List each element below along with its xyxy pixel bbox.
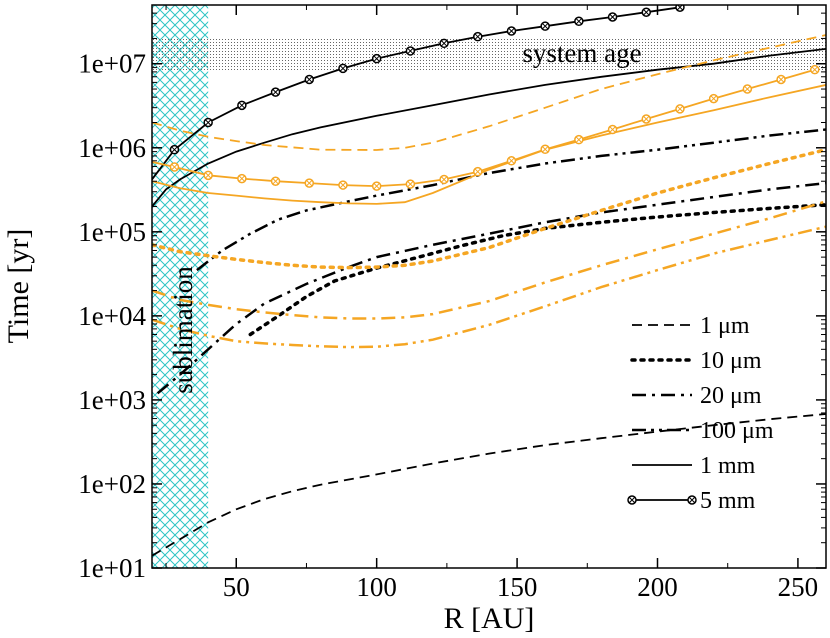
legend-entry-5-mm: 5 mm xyxy=(627,488,756,514)
data-point-orange-5-mm xyxy=(405,179,416,189)
x-tick-label: 50 xyxy=(223,572,250,602)
data-point-orange-5-mm xyxy=(270,176,281,186)
data-point-orange-5-mm xyxy=(540,144,550,155)
sublimation-label: sublimation xyxy=(168,266,198,394)
data-point-5-mm xyxy=(371,53,382,64)
data-point-orange-5-mm xyxy=(338,180,348,190)
data-point-5-mm xyxy=(439,38,449,49)
data-point-5-mm xyxy=(607,12,618,22)
x-tick-label: 100 xyxy=(356,572,397,602)
data-point-orange-5-mm xyxy=(169,162,180,172)
y-tick-label: 1e+04 xyxy=(78,301,146,331)
data-point-5-mm xyxy=(506,26,517,36)
data-point-orange-5-mm xyxy=(506,156,517,166)
x-tick-label: 150 xyxy=(497,572,538,602)
series-line-10-um xyxy=(248,202,826,337)
data-point-orange-5-mm xyxy=(439,174,449,185)
series-line-orange-1-mm xyxy=(152,84,826,205)
system-age-band xyxy=(152,38,826,72)
legend-entry-1-mm: 1 mm xyxy=(632,453,756,479)
data-point-orange-5-mm xyxy=(675,104,685,114)
y-tick-label: 1e+01 xyxy=(78,553,146,583)
legend-entry-10-um: 10 μm xyxy=(630,348,762,374)
data-point-orange-5-mm xyxy=(304,178,315,188)
legend-entry-1-um: 1 μm xyxy=(632,313,750,339)
data-point-5-mm xyxy=(338,63,348,74)
y-tick-label: 1e+06 xyxy=(78,133,146,163)
data-point-5-mm xyxy=(473,31,483,42)
x-tick-label: 250 xyxy=(778,572,819,602)
legend-entry-20-um: 20 μm xyxy=(632,383,762,409)
data-point-5-mm xyxy=(405,46,416,56)
data-point-orange-5-mm xyxy=(574,134,584,145)
data-point-orange-5-mm xyxy=(237,173,247,184)
series-line-1-um xyxy=(152,413,826,557)
y-tick-label: 1e+07 xyxy=(78,49,146,79)
data-point-5-mm xyxy=(304,74,315,85)
series-line-orange-20-um xyxy=(152,200,826,320)
data-point-orange-5-mm xyxy=(742,84,753,94)
y-axis-label: Time [yr] xyxy=(2,229,35,344)
data-point-5-mm xyxy=(270,87,281,97)
series-line-100-um xyxy=(196,128,826,272)
legend-label: 5 mm xyxy=(700,488,756,514)
data-point-orange-5-mm xyxy=(607,124,618,135)
legend-marker xyxy=(687,495,697,505)
legend-label: 10 μm xyxy=(700,348,762,374)
legend-label: 20 μm xyxy=(700,383,762,409)
y-tick-label: 1e+02 xyxy=(78,469,146,499)
series-line-orange-100-um xyxy=(152,225,826,349)
legend-label: 1 μm xyxy=(700,313,750,339)
x-tick-label: 200 xyxy=(637,572,678,602)
series-line-orange-1-um xyxy=(152,34,826,151)
sublimation-region xyxy=(152,5,209,568)
data-point-5-mm xyxy=(641,7,652,17)
data-point-orange-5-mm xyxy=(203,170,213,181)
data-point-5-mm xyxy=(574,16,584,27)
y-tick-label: 1e+05 xyxy=(78,217,146,247)
data-point-orange-5-mm xyxy=(473,166,483,177)
data-point-orange-5-mm xyxy=(776,74,786,85)
data-point-5-mm xyxy=(169,144,180,155)
legend-label: 100 μm xyxy=(700,418,774,444)
y-tick-label: 1e+03 xyxy=(78,385,146,415)
legend-marker xyxy=(627,495,637,505)
legend-label: 1 mm xyxy=(700,453,756,479)
data-point-orange-5-mm xyxy=(641,114,652,124)
data-point-orange-5-mm xyxy=(708,93,719,104)
system-age-label: system age xyxy=(522,38,641,68)
series-line-orange-10-um xyxy=(152,147,826,270)
series-line-1-mm xyxy=(152,48,826,208)
data-point-orange-5-mm xyxy=(810,64,820,75)
data-point-5-mm xyxy=(237,100,247,111)
legend-entry-100-um: 100 μm xyxy=(632,418,774,444)
data-point-5-mm xyxy=(203,117,213,128)
x-axis-label: R [AU] xyxy=(444,602,535,635)
data-point-5-mm xyxy=(540,21,550,31)
plot-frame xyxy=(151,4,827,569)
data-point-orange-5-mm xyxy=(371,181,382,191)
